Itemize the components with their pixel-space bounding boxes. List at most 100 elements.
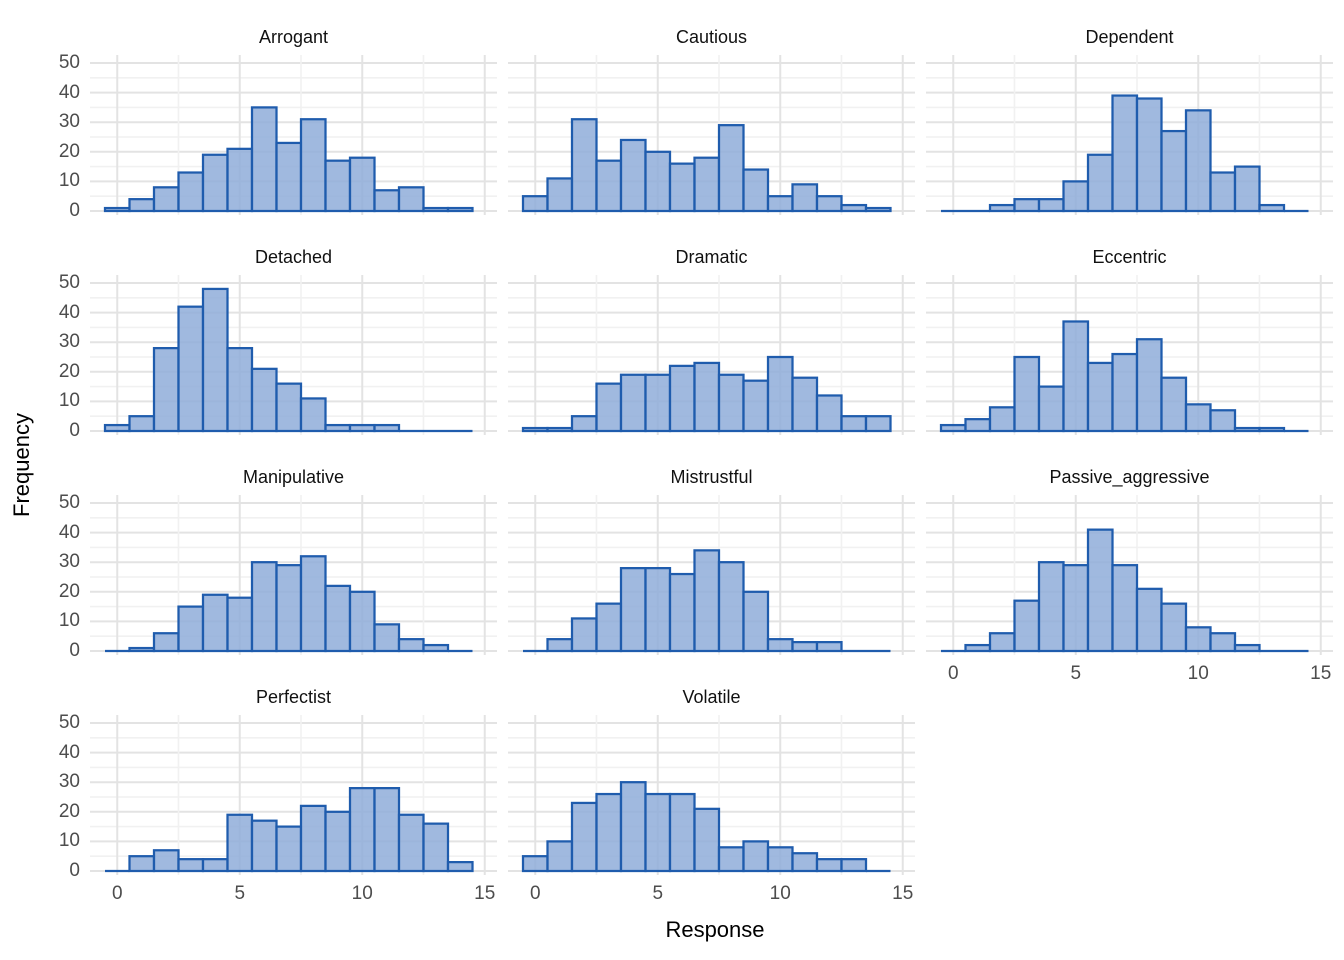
- histogram-bar: [324, 423, 352, 433]
- histogram-bar: [299, 555, 327, 653]
- histogram-bar: [815, 394, 843, 433]
- histogram-bar: [373, 786, 401, 873]
- panel-dependent: [926, 55, 1333, 215]
- histogram-bar: [644, 150, 672, 213]
- y-tick-label: 40: [58, 301, 80, 323]
- histogram-bar: [988, 632, 1016, 653]
- histogram-bar: [791, 852, 819, 873]
- facet-title-detached: Detached: [254, 247, 333, 267]
- histogram-bar: [742, 379, 770, 433]
- y-tick-label: 0: [69, 860, 80, 881]
- histogram-bar: [397, 186, 425, 213]
- histogram-bar: [128, 855, 156, 873]
- histogram-bar: [1086, 361, 1114, 433]
- histogram-bar: [324, 810, 352, 873]
- histogram-bar: [546, 638, 574, 653]
- histogram-bar: [1135, 97, 1163, 213]
- histogram-bar: [1037, 561, 1065, 653]
- histogram-bar: [595, 159, 623, 213]
- histogram-bar: [840, 203, 868, 213]
- histogram-bar: [988, 203, 1016, 213]
- x-tick-label: 10: [769, 883, 791, 904]
- x-axis-title: Response: [665, 917, 765, 942]
- histogram-bar: [275, 382, 303, 433]
- histogram-bar: [128, 198, 156, 213]
- y-tick-label: 0: [69, 420, 80, 441]
- histogram-bar: [250, 561, 278, 653]
- histogram-bar: [1086, 528, 1114, 653]
- histogram-bar: [177, 305, 205, 433]
- histogram-bar: [446, 860, 474, 873]
- y-tick-label: 10: [58, 390, 80, 412]
- y-tick-label: 30: [58, 111, 80, 133]
- histogram-bar: [275, 564, 303, 653]
- histogram-bar: [1184, 403, 1212, 433]
- facet-title-perfectist: Perfectist: [255, 687, 332, 707]
- histogram-bar: [742, 840, 770, 873]
- histogram-bar: [1209, 171, 1237, 213]
- histogram-bar: [693, 156, 721, 213]
- histogram-bar: [1233, 426, 1261, 433]
- histogram-bar: [299, 118, 327, 213]
- histogram-bar: [1013, 355, 1041, 433]
- histogram-bar: [693, 807, 721, 873]
- x-tick-label: 5: [234, 883, 246, 904]
- histogram-bar: [1233, 165, 1261, 213]
- histogram-bar: [348, 423, 376, 433]
- histogram-bar: [964, 418, 992, 433]
- histogram-bar: [693, 361, 721, 433]
- histogram-bar: [864, 415, 892, 433]
- x-tick-label: 5: [1070, 663, 1082, 684]
- panel-dramatic: [508, 275, 915, 435]
- x-tick-label: 0: [111, 883, 123, 904]
- y-tick-label: 10: [58, 610, 80, 632]
- histogram-bar: [595, 792, 623, 873]
- panel-volatile: [508, 715, 915, 875]
- histogram-bar: [226, 346, 254, 433]
- histogram-bar: [1111, 94, 1139, 213]
- histogram-bar: [766, 638, 794, 653]
- histogram-bar: [397, 813, 425, 873]
- histogram-bar: [717, 846, 745, 873]
- histogram-bar: [815, 640, 843, 653]
- histogram-bar: [348, 156, 376, 213]
- histogram-bar: [742, 590, 770, 653]
- histogram-bar: [446, 206, 474, 213]
- histogram-bar: [521, 855, 549, 873]
- histogram-bar: [324, 159, 352, 213]
- y-tick-label: 40: [58, 521, 80, 543]
- histogram-bar: [177, 171, 205, 213]
- histogram-bar: [570, 118, 598, 213]
- y-tick-label: 30: [58, 771, 80, 793]
- histogram-bar: [521, 195, 549, 213]
- histogram-bar: [324, 584, 352, 653]
- histogram-bar: [644, 566, 672, 653]
- histogram-bar: [1111, 352, 1139, 433]
- y-tick-label: 50: [58, 492, 80, 513]
- y-tick-label: 50: [58, 52, 80, 73]
- y-tick-label: 0: [69, 200, 80, 221]
- panel-eccentric: [926, 275, 1333, 435]
- facet-title-eccentric: Eccentric: [1092, 247, 1167, 267]
- histogram-bar: [546, 177, 574, 213]
- histogram-bar: [226, 813, 254, 873]
- y-tick-label: 20: [58, 360, 80, 382]
- x-tick-label: 0: [947, 663, 959, 684]
- histogram-bar: [619, 566, 647, 653]
- histogram-bar: [152, 346, 180, 433]
- histogram-bar: [1135, 338, 1163, 433]
- histogram-bar: [1184, 626, 1212, 653]
- histogram-bar: [1037, 385, 1065, 433]
- histogram-bar: [422, 643, 450, 653]
- facet-title-dependent: Dependent: [1085, 27, 1174, 47]
- histogram-bar: [1209, 409, 1237, 433]
- histogram-bar: [546, 426, 574, 433]
- facet-title-cautious: Cautious: [675, 27, 748, 47]
- histogram-bar: [1258, 203, 1286, 213]
- histogram-bar: [373, 423, 401, 433]
- facet-title-dramatic: Dramatic: [675, 247, 748, 267]
- facet-title-manipulative: Manipulative: [242, 467, 345, 487]
- histogram-bar: [1013, 599, 1041, 653]
- histogram-bar: [1135, 587, 1163, 653]
